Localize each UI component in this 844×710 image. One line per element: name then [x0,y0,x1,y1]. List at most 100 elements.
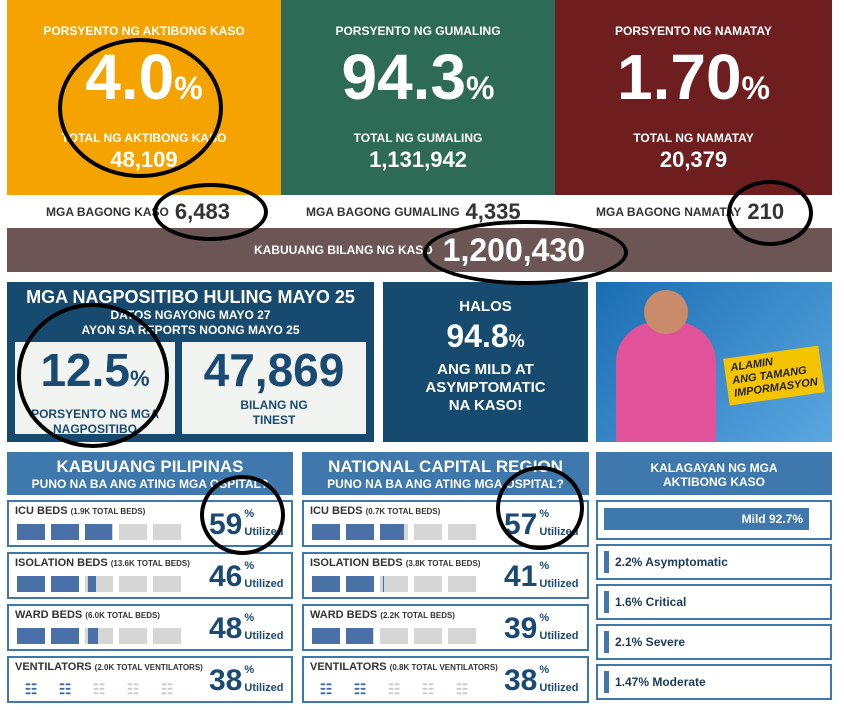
resource-total: (3.8K TOTAL BEDS) [405,559,481,568]
bed-icon [414,628,442,644]
total-cases-bar: KABUUANG BILANG NG KASO 1,200,430 [7,228,832,272]
region-subtitle: PUNO NA BA ANG ATING MGA OSPITAL? [327,477,564,491]
percent-sign: % [174,70,203,106]
utilization-row: ISOLATION BEDS (3.8K TOTAL BEDS) 41% Util… [302,552,589,599]
ventilator-icon: ☷ [319,681,333,697]
bed-icon [85,628,113,644]
resource-total: (1.9K TOTAL BEDS) [70,507,146,516]
ventilator-icon: ☷ [353,681,367,697]
bed-icon [17,628,45,644]
mild-percent: 94.8 [446,318,509,354]
tested-label: TINEST [252,413,296,427]
percent-sign: % [741,70,770,106]
status-item: 2.1% Severe [596,624,832,660]
utilized-label: Utilized [244,630,284,642]
stat-label: PORSYENTO NG AKTIBONG KASO [43,24,245,38]
ventilator-icon: ☷ [455,681,469,697]
stat-label: PORSYENTO NG NAMATAY [615,24,772,38]
bed-icon [448,628,476,644]
new-recoveries: MGA BAGONG GUMALING 4,335 [306,195,521,228]
bed-icon [51,576,79,592]
tested-card: 47,869 BILANG NG TINEST [182,342,366,434]
ventilator-icon: ☷ [126,681,140,697]
utilization-row: ISOLATION BEDS (13.6K TOTAL BEDS) 46% Uti… [7,552,293,599]
stat-card: PORSYENTO NG GUMALING 94.3% TOTAL NG GUM… [281,0,555,195]
positivity-title: MGA NAGPOSITIBO HULING MAYO 25 [26,287,355,307]
percent-sign: % [508,331,525,351]
status-item: 1.6% Critical [596,584,832,620]
percent-sign: % [539,508,550,520]
rate-label: PORSYENTO NG MGA [31,407,159,421]
new-recoveries-label: MGA BAGONG GUMALING [306,204,460,219]
total-cases-value: 1,200,430 [442,231,586,268]
utilization-value: 39 [504,612,538,645]
resource-name: VENTILATORS [310,661,387,673]
utilization-value: 59 [209,508,243,541]
positivity-rate-card: 12.5% PORSYENTO NG MGA NAGPOSITIBO [15,342,175,436]
utilized-label: Utilized [539,578,579,590]
resource-name: WARD BEDS [15,609,83,621]
bed-icon [346,576,374,592]
mild-asymptomatic-panel: HALOS 94.8% ANG MILD AT ASYMPTOMATIC NA … [383,282,588,442]
resource-name: ICU BEDS [15,505,68,517]
ventilator-icon: ☷ [24,681,38,697]
bed-icon [312,524,340,540]
bed-icon [153,524,181,540]
status-bar [604,671,609,693]
tested-count: 47,869 [203,344,345,396]
resource-total: (6.0K TOTAL BEDS) [85,611,160,620]
utilized-label: Utilized [539,682,579,694]
bed-icon [312,576,340,592]
positivity-date: DATOS NGAYONG MAYO 27 [110,308,271,322]
new-deaths: MGA BAGONG NAMATAY 210 [596,195,784,228]
resource-name: ICU BEDS [310,505,363,517]
resource-total: (13.6K TOTAL BEDS) [110,559,190,568]
new-deaths-value: 210 [747,198,785,224]
bed-icon [17,524,45,540]
status-label: 2.1% Severe [615,635,686,649]
utilization-value: 41 [504,560,538,593]
stat-count: 20,379 [659,147,728,172]
utilization-row: VENTILATORS (0.8K TOTAL VENTILATORS) ☷ ☷ ☷… [302,656,589,703]
ventilator-icon: ☷ [160,681,174,697]
bed-icon [17,576,45,592]
bed-icon [51,628,79,644]
stat-percent: 1.70 [616,41,742,113]
person-illustration [616,322,716,442]
case-status-panel: KALAGAYAN NG MGA AKTIBONG KASO Mild 92.7%… [596,452,832,700]
bed-icon [448,576,476,592]
resource-total: (0.7K TOTAL BEDS) [365,507,441,516]
status-bar [604,631,609,653]
bed-icon [51,524,79,540]
utilization-value: 57 [504,508,538,541]
utilization-row: ICU BEDS (0.7K TOTAL BEDS) 57% Utilized [302,500,589,547]
utilization-row: ICU BEDS (1.9K TOTAL BEDS) 59% Utilized [7,500,293,547]
bed-icon [119,576,147,592]
resource-total: (2.2K TOTAL BEDS) [380,611,455,620]
utilization-row: WARD BEDS (6.0K TOTAL BEDS) 48% Utilized [7,604,293,651]
status-label: 1.6% Critical [615,595,687,609]
stat-card: PORSYENTO NG AKTIBONG KASO 4.0% TOTAL NG… [7,0,281,195]
resource-name: ISOLATION BEDS [310,557,403,569]
stat-percent: 94.3 [341,41,467,113]
new-cases: MGA BAGONG KASO 6,483 [46,195,230,228]
bed-icon [448,524,476,540]
ventilator-icon: ☷ [92,681,106,697]
new-recoveries-value: 4,335 [465,198,521,224]
bed-icon [153,628,181,644]
positivity-source: AYON SA REPORTS NOONG MAYO 25 [81,323,300,337]
status-label: 1.47% Moderate [615,675,706,689]
stat-sublabel: TOTAL NG AKTIBONG KASO [61,131,227,145]
promo-image: ALAMIN ANG TAMANG IMPORMASYON [596,282,832,442]
bed-icon [414,524,442,540]
stat-card: PORSYENTO NG NAMATAY 1.70% TOTAL NG NAMA… [555,0,832,195]
bed-icon [119,628,147,644]
bed-icon [380,576,408,592]
new-cases-label: MGA BAGONG KASO [46,204,169,219]
new-deaths-label: MGA BAGONG NAMATAY [596,204,742,219]
positivity-rate: 12.5 [40,344,130,396]
halos-text: NA KASO! [448,397,523,414]
utilized-label: Utilized [244,578,284,590]
percent-sign: % [539,612,550,624]
positivity-panel: MGA NAGPOSITIBO HULING MAYO 25 DATOS NGA… [7,282,374,442]
